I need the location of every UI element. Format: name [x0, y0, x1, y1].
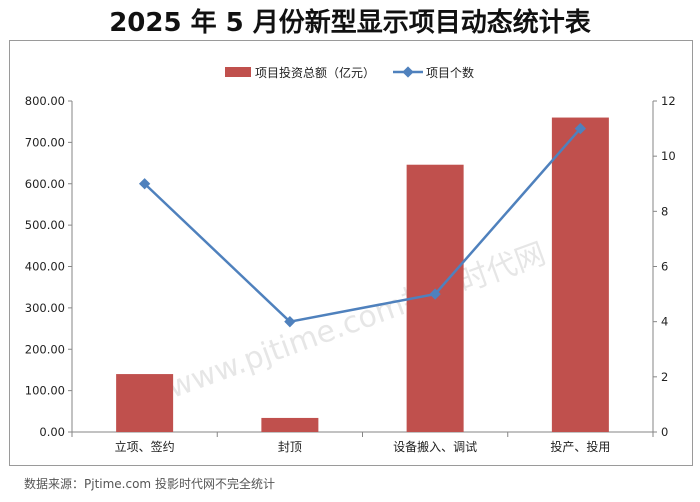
left-tick-label: 100.00: [25, 384, 65, 398]
bar: [551, 117, 609, 433]
category-labels: 立项、签约 封顶 设备搬入、调试 投产、投用: [115, 439, 611, 454]
line-series: [138, 122, 587, 328]
right-axis-ticks: 0 2 4 6 8 10 12: [653, 94, 676, 439]
left-axis-ticks: 0.00 100.00 200.00 300.00 400.00 500.00 600.00…: [25, 94, 72, 439]
right-tick-label: 0: [661, 425, 668, 439]
legend-line-marker: [402, 66, 414, 78]
bar: [261, 417, 319, 432]
left-tick-label: 700.00: [25, 135, 65, 149]
category-label: 立项、签约: [115, 439, 175, 454]
x-axis-ticks: [71, 432, 654, 437]
category-label: 封顶: [278, 440, 302, 454]
watermark: www.pjtime.com投影时代网: [163, 236, 550, 405]
right-tick-label: 10: [661, 149, 676, 163]
line-path: [143, 127, 582, 324]
left-tick-label: 300.00: [25, 301, 65, 315]
right-tick-label: 6: [661, 260, 668, 274]
left-tick-label: 800.00: [25, 94, 65, 108]
legend-line-label: 项目个数: [426, 65, 474, 80]
line-point: [138, 178, 151, 190]
left-tick-label: 600.00: [25, 177, 65, 191]
bar-series: [116, 117, 609, 433]
left-tick-label: 500.00: [25, 218, 65, 232]
left-tick-label: 0.00: [39, 425, 65, 439]
left-tick-label: 200.00: [25, 342, 65, 356]
right-tick-label: 12: [661, 94, 676, 108]
chart-title: 2025 年 5 月份新型显示项目动态统计表: [109, 8, 591, 38]
category-label: 投产、投用: [550, 439, 610, 454]
left-tick-label: 400.00: [25, 260, 65, 274]
right-tick-label: 4: [661, 315, 668, 329]
source-note: 数据来源：Pjtime.com 投影时代网不完全统计: [24, 477, 275, 491]
line-point: [429, 288, 441, 300]
right-tick-label: 8: [661, 204, 668, 218]
legend-bar-label: 项目投资总额（亿元）: [255, 65, 375, 80]
right-tick-label: 2: [661, 370, 668, 384]
legend-bar-swatch: [225, 67, 251, 77]
line-point: [284, 316, 296, 328]
bar: [116, 374, 174, 432]
category-label: 设备搬入、调试: [393, 439, 477, 454]
